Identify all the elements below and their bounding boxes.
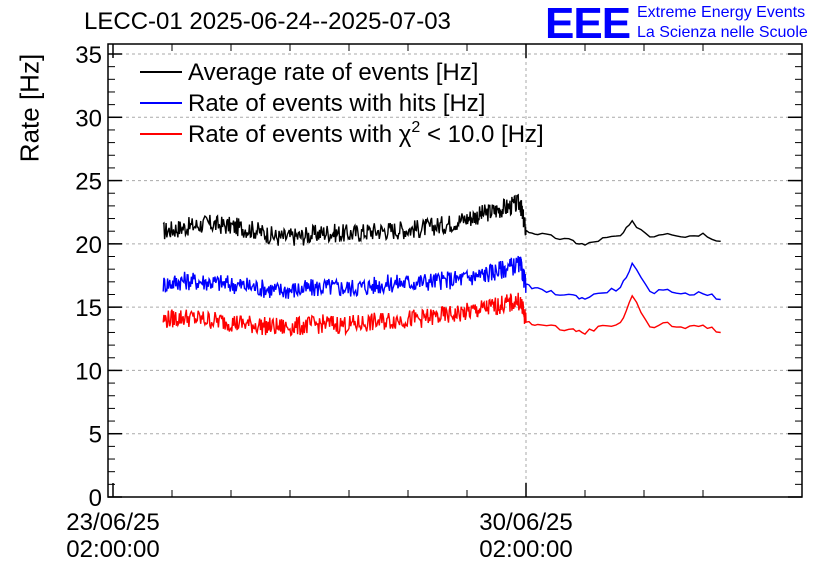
x-tick-label-time: 02:00:00: [479, 536, 572, 563]
chart-title: LECC-01 2025-06-24--2025-07-03: [84, 8, 451, 35]
eee-logo: EEE: [545, 0, 631, 48]
series-lines: [162, 193, 721, 337]
series-line-2: [162, 292, 721, 337]
logo-line-1: Extreme Energy Events: [637, 4, 806, 21]
series-line-0: [162, 193, 721, 246]
x-tick-label-date: 30/06/25: [479, 509, 572, 536]
plot-frame: [107, 43, 803, 498]
x-tick-label-date: 23/06/25: [66, 509, 159, 536]
y-tick-label: 20: [75, 232, 102, 259]
logo-line-2: La Scienza nelle Scuole: [637, 24, 808, 41]
grid-lines: [108, 44, 802, 497]
legend-label-average: Average rate of events [Hz]: [188, 59, 478, 86]
y-tick-label: 10: [75, 358, 102, 385]
y-tick-label: 5: [89, 422, 102, 449]
y-tick-label: 30: [75, 105, 102, 132]
x-tick-label-time: 02:00:00: [66, 536, 159, 563]
legend: Average rate of events [Hz] Rate of even…: [140, 59, 544, 148]
legend-label-chi2: Rate of events with χ2 < 10.0 [Hz]: [188, 119, 544, 148]
series-line-1: [162, 255, 721, 301]
axis-ticks: 0510152025303523/06/2502:00:0030/06/2502…: [66, 42, 802, 563]
y-tick-label: 25: [75, 169, 102, 196]
y-tick-label: 0: [89, 485, 102, 512]
y-tick-label: 35: [75, 42, 102, 69]
legend-label-hits: Rate of events with hits [Hz]: [188, 90, 485, 117]
y-tick-label: 15: [75, 295, 102, 322]
